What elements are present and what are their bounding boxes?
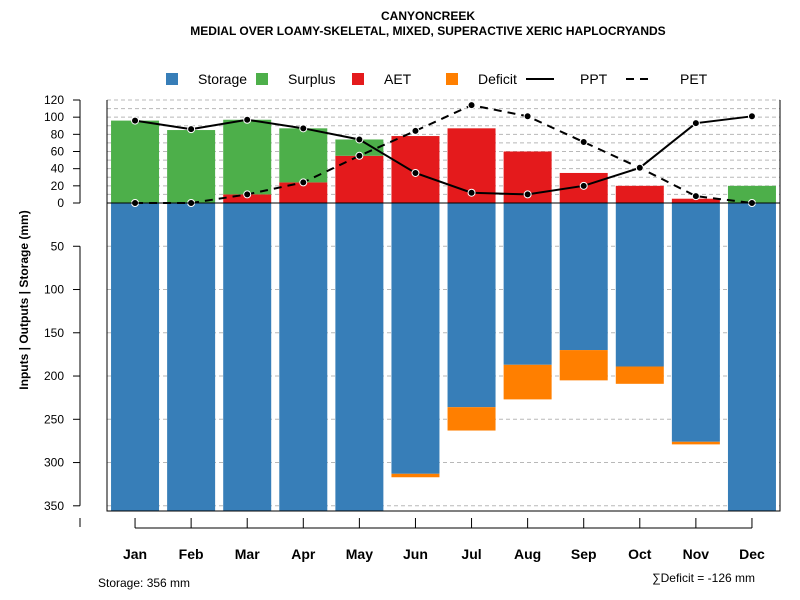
pet-point bbox=[579, 138, 588, 147]
surplus-bar bbox=[727, 185, 776, 203]
deficit-bar bbox=[447, 407, 496, 431]
storage-bar bbox=[167, 203, 216, 511]
ppt-point bbox=[467, 188, 476, 197]
surplus-bar bbox=[111, 120, 160, 203]
storage-bar bbox=[223, 203, 272, 511]
y-axis-label: Inputs | Outputs | Storage (mm) bbox=[17, 210, 31, 389]
x-tick-label: Jun bbox=[403, 546, 428, 562]
legend: Storage Surplus AET Deficit PPT PET bbox=[166, 71, 708, 87]
legend-swatch-storage bbox=[166, 73, 178, 85]
legend-label-pet: PET bbox=[680, 71, 708, 87]
storage-bar bbox=[671, 203, 720, 442]
pet-point bbox=[523, 112, 532, 121]
y-tick-label: 60 bbox=[51, 145, 65, 159]
axes: 0 20 40 60 80 100 120 50 100 150 200 250 300 350 Jan Fe… bbox=[44, 93, 781, 562]
x-tick-label: Apr bbox=[291, 546, 316, 562]
ppt-point bbox=[523, 190, 532, 199]
deficit-bar bbox=[503, 364, 552, 400]
surplus-bar bbox=[335, 139, 384, 156]
deficit-bar bbox=[559, 350, 608, 381]
y-tick-label: 250 bbox=[44, 412, 64, 426]
aet-bar bbox=[279, 182, 328, 203]
legend-label-ppt: PPT bbox=[580, 71, 608, 87]
ppt-point bbox=[131, 116, 140, 125]
y-tick-label: 120 bbox=[44, 93, 64, 107]
y-tick-label: 150 bbox=[44, 326, 64, 340]
ppt-point bbox=[355, 135, 364, 144]
pet-point bbox=[467, 101, 476, 110]
aet-bar bbox=[223, 194, 272, 203]
plot-frame bbox=[106, 100, 781, 512]
storage-bar bbox=[279, 203, 328, 511]
bars bbox=[111, 119, 776, 511]
storage-bar bbox=[559, 203, 608, 351]
y-tick-label: 300 bbox=[44, 456, 64, 470]
storage-bar bbox=[447, 203, 496, 408]
legend-label-surplus: Surplus bbox=[288, 71, 335, 87]
y-tick-label: 350 bbox=[44, 499, 64, 513]
y-tick-label: 40 bbox=[51, 162, 65, 176]
x-tick-label: May bbox=[346, 546, 373, 562]
ppt-line bbox=[134, 115, 753, 196]
x-tick-label: Aug bbox=[514, 546, 541, 562]
ppt-point bbox=[579, 181, 588, 190]
ppt-point bbox=[691, 119, 700, 128]
x-tick-label: Jul bbox=[461, 546, 481, 562]
legend-label-aet: AET bbox=[384, 71, 412, 87]
legend-swatch-surplus bbox=[256, 73, 268, 85]
lines bbox=[131, 101, 756, 207]
x-tick-label: Nov bbox=[683, 546, 710, 562]
y-tick-label: 20 bbox=[51, 179, 65, 193]
deficit-bar bbox=[615, 366, 664, 384]
x-tick-label: Mar bbox=[235, 546, 260, 562]
surplus-bar bbox=[167, 130, 216, 203]
pet-point bbox=[243, 190, 252, 199]
storage-footer: Storage: 356 mm bbox=[98, 576, 190, 590]
storage-bar bbox=[391, 203, 440, 474]
pet-point bbox=[355, 151, 364, 160]
chart-subtitle: MEDIAL OVER LOAMY-SKELETAL, MIXED, SUPER… bbox=[190, 24, 665, 38]
surplus-bar bbox=[223, 119, 272, 195]
legend-label-storage: Storage bbox=[198, 71, 247, 87]
storage-bar bbox=[335, 203, 384, 511]
ppt-point bbox=[187, 125, 196, 134]
x-tick-label: Sep bbox=[571, 546, 597, 562]
chart-title: CANYONCREEK bbox=[381, 9, 475, 23]
x-tick-label: Feb bbox=[179, 546, 204, 562]
legend-swatch-deficit bbox=[446, 73, 458, 85]
pet-line bbox=[135, 104, 753, 204]
ppt-point bbox=[299, 124, 308, 133]
storage-bar bbox=[111, 203, 160, 511]
pet-point bbox=[411, 126, 420, 135]
ppt-point bbox=[411, 168, 420, 177]
y-tick-label: 80 bbox=[51, 127, 65, 141]
aet-bar bbox=[615, 185, 664, 203]
y-tick-label: 100 bbox=[44, 110, 64, 124]
legend-label-deficit: Deficit bbox=[478, 71, 517, 87]
x-tick-label: Jan bbox=[123, 546, 147, 562]
x-tick-label: Oct bbox=[628, 546, 652, 562]
aet-bar bbox=[671, 198, 720, 203]
deficit-footer: ∑Deficit = -126 mm bbox=[652, 571, 755, 585]
deficit-bar bbox=[391, 473, 440, 478]
y-tick-label: 100 bbox=[44, 283, 64, 297]
storage-bar bbox=[503, 203, 552, 365]
ppt-point bbox=[747, 112, 756, 121]
ppt-point bbox=[635, 163, 644, 172]
y-tick-label: 200 bbox=[44, 369, 64, 383]
ppt-point bbox=[243, 115, 252, 124]
y-tick-label: 0 bbox=[57, 196, 64, 210]
pet-point bbox=[691, 192, 700, 201]
storage-bar bbox=[727, 203, 776, 511]
legend-swatch-aet bbox=[352, 73, 364, 85]
storage-bar bbox=[615, 203, 664, 367]
pet-point bbox=[299, 178, 308, 187]
x-tick-label: Dec bbox=[739, 546, 765, 562]
deficit-bar bbox=[671, 441, 720, 445]
y-tick-label: 50 bbox=[51, 239, 65, 253]
surplus-bar bbox=[279, 128, 328, 183]
